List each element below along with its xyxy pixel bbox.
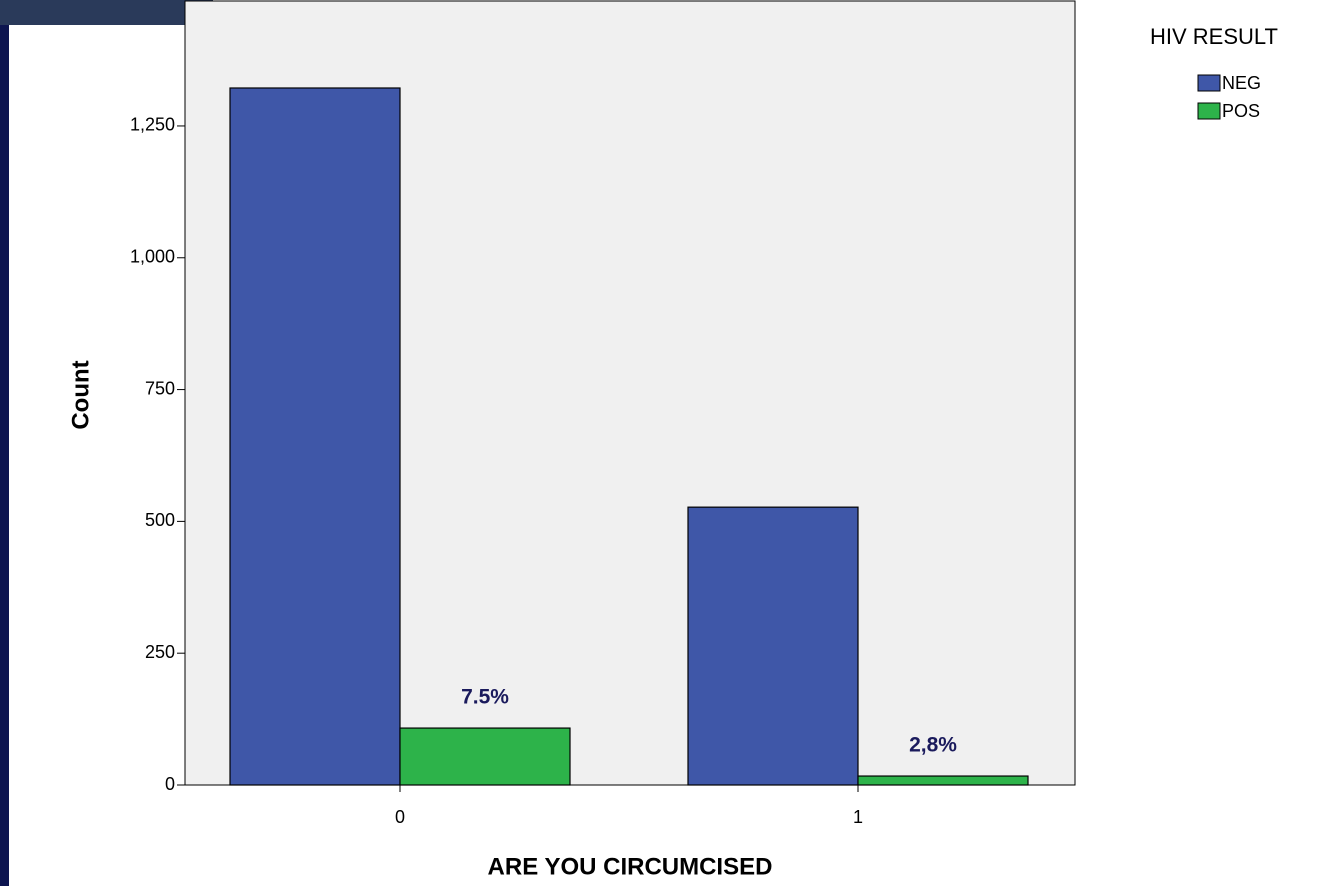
x-tick-label: 0	[395, 807, 405, 827]
legend-swatch	[1197, 102, 1221, 120]
y-tick-label: 0	[165, 774, 175, 794]
annotation: 2,8%	[909, 734, 957, 757]
x-axis-label: ARE YOU CIRCUMCISED	[488, 853, 773, 880]
y-axis-label: Count	[67, 360, 94, 429]
y-tick-label: 1,000	[130, 247, 175, 267]
y-tick-label: 500	[145, 510, 175, 530]
legend-title: HIV RESULT	[1150, 24, 1278, 49]
x-tick-label: 1	[853, 807, 863, 827]
y-tick-label: 750	[145, 378, 175, 398]
bar	[229, 87, 401, 786]
y-tick-label: 250	[145, 642, 175, 662]
bar	[687, 506, 859, 786]
bar	[399, 727, 571, 786]
legend-label: NEG	[1222, 73, 1261, 93]
side-strip	[0, 0, 9, 886]
legend-label: POS	[1222, 101, 1260, 121]
photo-fragment	[0, 0, 213, 25]
legend-swatch	[1197, 74, 1221, 92]
y-tick-label: 1,250	[130, 115, 175, 135]
bar	[857, 775, 1029, 786]
annotation: 7.5%	[461, 686, 509, 709]
